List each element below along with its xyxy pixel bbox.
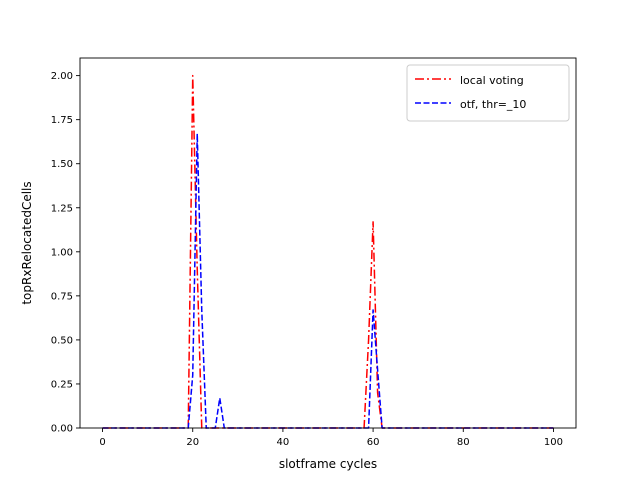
- x-tick-label: 20: [186, 437, 199, 448]
- x-axis-label: slotframe cycles: [279, 457, 377, 471]
- x-axis-ticks: 0 20 40 60 80 100: [99, 428, 563, 448]
- x-tick-label: 40: [277, 437, 290, 448]
- legend-label-2: otf, thr=_10: [460, 98, 526, 111]
- x-tick-label: 100: [544, 437, 563, 448]
- y-tick-label: 2.00: [51, 71, 73, 82]
- legend-box: [406, 64, 570, 122]
- x-tick-label: 60: [367, 437, 380, 448]
- x-tick-label: 80: [457, 437, 470, 448]
- y-tick-label: 1.75: [51, 115, 73, 126]
- y-axis-ticks: 0.00 0.25 0.50 0.75 1.00 1.25 1.50 1.75 2.00: [51, 71, 80, 435]
- legend: local voting otf, thr=_10: [406, 64, 570, 122]
- y-tick-label: 0.50: [51, 335, 73, 346]
- y-tick-label: 0.75: [51, 291, 73, 302]
- y-tick-label: 0.00: [51, 424, 73, 435]
- legend-label-1: local voting: [460, 74, 524, 87]
- y-axis-label: topRxRelocatedCells: [20, 181, 34, 304]
- y-tick-label: 1.50: [51, 159, 73, 170]
- y-tick-label: 1.00: [51, 247, 73, 258]
- plot-frame: [79, 57, 577, 429]
- y-tick-label: 0.25: [51, 379, 73, 390]
- series-line-2: [102, 133, 554, 429]
- x-tick-label: 0: [99, 437, 105, 448]
- y-tick-label: 1.25: [51, 203, 73, 214]
